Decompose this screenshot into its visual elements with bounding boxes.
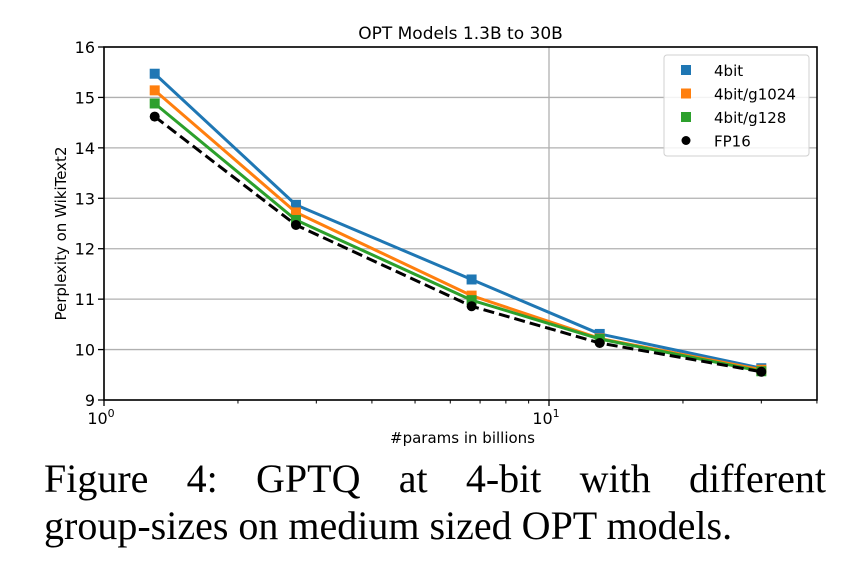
data-point [466,295,477,306]
data-point [149,98,160,109]
x-axis-label: #params in billions [390,429,535,447]
caption-word: different [688,456,826,501]
legend-marker [681,112,691,122]
x-tick-base: 10 [87,409,107,428]
legend-label: 4bit/g1024 [714,86,796,104]
legend-marker [681,136,691,145]
legend-marker [681,65,691,75]
data-point [290,214,301,225]
caption-word: 4-bit [465,456,542,501]
caption-line-2: group-sizes on medium sized OPT models. [44,503,733,548]
legend-label: 4bit/g128 [714,109,786,127]
data-point [290,220,301,231]
x-tick-label: 100 [87,407,114,428]
caption-line-1: Figure 4: GPTQ at 4-bit with different [44,455,826,502]
y-axis-label: Perplexity on WikiText2 [52,147,70,321]
data-point [149,85,160,96]
legend-label: FP16 [714,133,751,151]
y-tick-label: 14 [75,139,95,158]
caption-word: with [579,456,651,501]
y-tick-label: 15 [75,88,95,107]
y-tick-label: 13 [75,189,95,208]
data-point [466,301,477,312]
series-fp16 [149,111,767,377]
caption-word: GPTQ [256,456,361,501]
x-tick-exponent: 1 [553,407,560,420]
legend-item: 4bit/g128 [681,109,786,127]
x-tick-label: 101 [532,407,559,428]
legend-item: 4bit [681,62,743,80]
legend-item: 4bit/g1024 [681,86,796,104]
data-point [149,111,160,122]
legend-label: 4bit [714,62,743,80]
data-point [594,338,605,349]
figure-caption: Figure 4: GPTQ at 4-bit with different group-s… [44,455,826,549]
y-tick-label: 16 [75,38,95,57]
caption-word: Figure [44,456,149,501]
data-point [149,68,160,79]
y-tick-label: 9 [85,391,95,410]
y-tick-label: 11 [75,290,95,309]
data-point [290,207,301,218]
legend: 4bit 4bit/g1024 4bit/g128 FP16 [663,54,810,157]
series-layer [149,68,767,377]
x-tick-exponent: 0 [108,407,115,420]
data-point [290,199,301,210]
y-tick-label: 12 [75,240,95,259]
data-point [756,366,767,377]
y-tick-label: 10 [75,341,95,360]
x-tick-base: 10 [532,409,552,428]
legend-box [663,54,810,157]
caption-word: 4: [186,456,218,501]
caption-word: at [398,456,428,501]
data-point [466,274,477,285]
chart-title: OPT Models 1.3B to 30B [358,24,563,44]
legend-item: FP16 [681,133,751,151]
axes-frame [103,46,818,401]
legend-marker [681,88,691,99]
